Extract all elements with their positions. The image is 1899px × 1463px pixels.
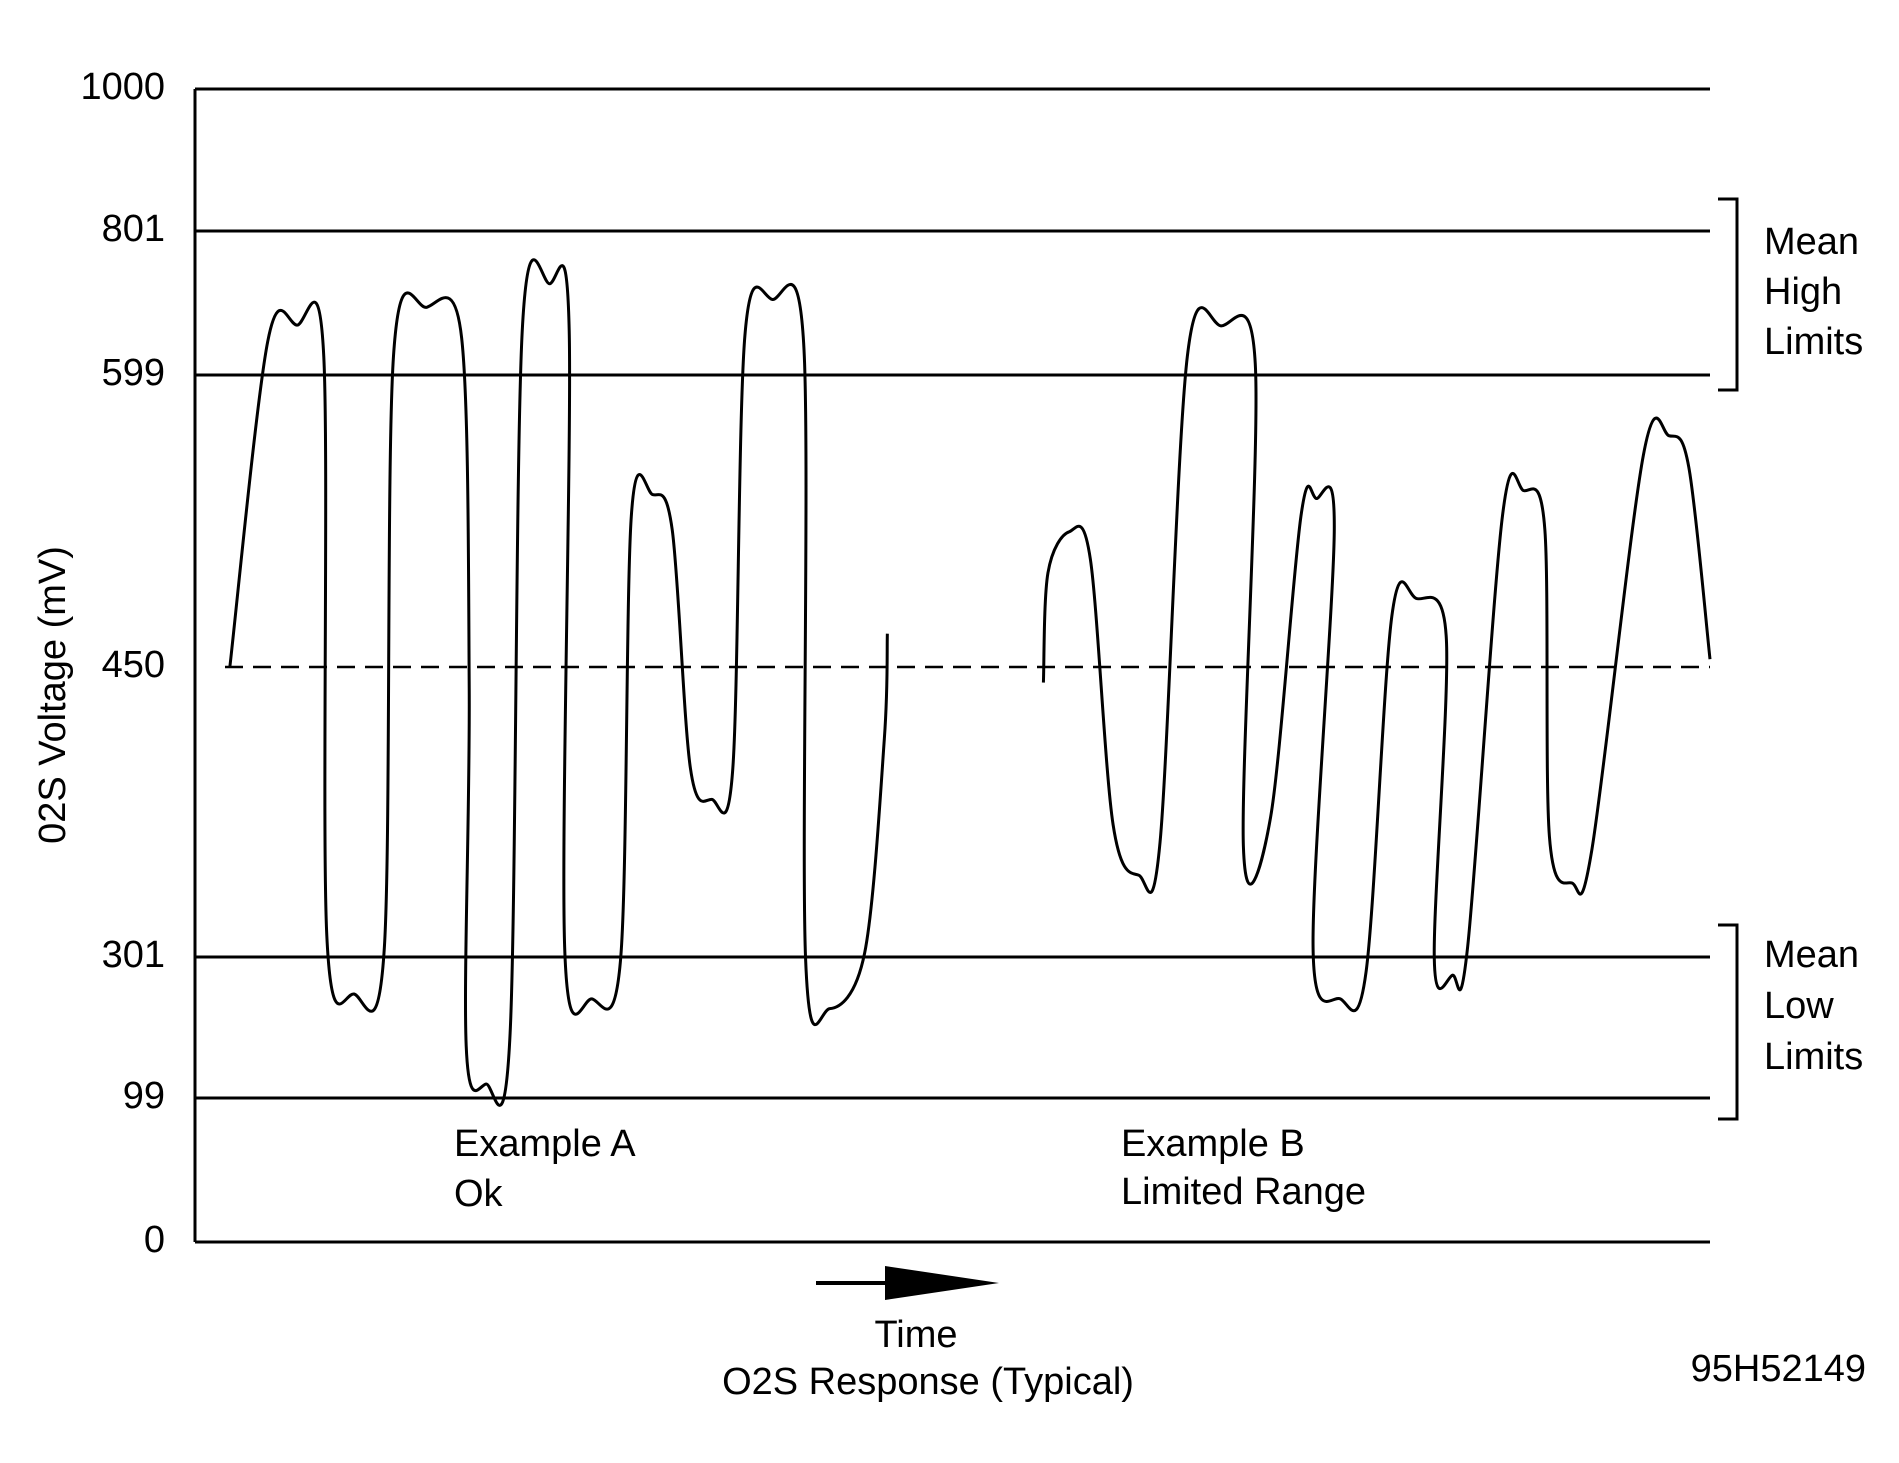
y-tick-label: 99: [123, 1075, 165, 1117]
y-tick-label: 801: [102, 208, 165, 250]
figure-id: 95H52149: [1691, 1348, 1866, 1390]
annotation: Limited Range: [1121, 1171, 1366, 1213]
bracket-high: [1718, 197, 1739, 392]
y-tick-label: 301: [102, 934, 165, 976]
annotation: Ok: [454, 1173, 504, 1215]
annotation: Limits: [1764, 1036, 1863, 1078]
caption: O2S Response (Typical): [722, 1361, 1134, 1403]
time-arrow-head: [885, 1266, 999, 1300]
annotation: Mean: [1764, 934, 1859, 976]
x-axis-label: Time: [874, 1314, 957, 1356]
y-axis-label: 02S Voltage (mV): [32, 546, 74, 844]
waveform: [228, 258, 889, 1107]
y-tick-label: 450: [102, 644, 165, 686]
y-tick-label: 0: [144, 1219, 165, 1261]
annotation: Example A: [454, 1123, 636, 1165]
y-tick-label: 1000: [80, 66, 165, 108]
annotation: Low: [1764, 985, 1834, 1027]
bracket-low: [1718, 923, 1739, 1121]
annotation: Limits: [1764, 321, 1863, 363]
annotation: High: [1764, 271, 1842, 313]
waveform: [1041, 306, 1712, 1013]
annotation: Example B: [1121, 1123, 1305, 1165]
annotation: Mean: [1764, 221, 1859, 263]
y-tick-label: 599: [102, 352, 165, 394]
